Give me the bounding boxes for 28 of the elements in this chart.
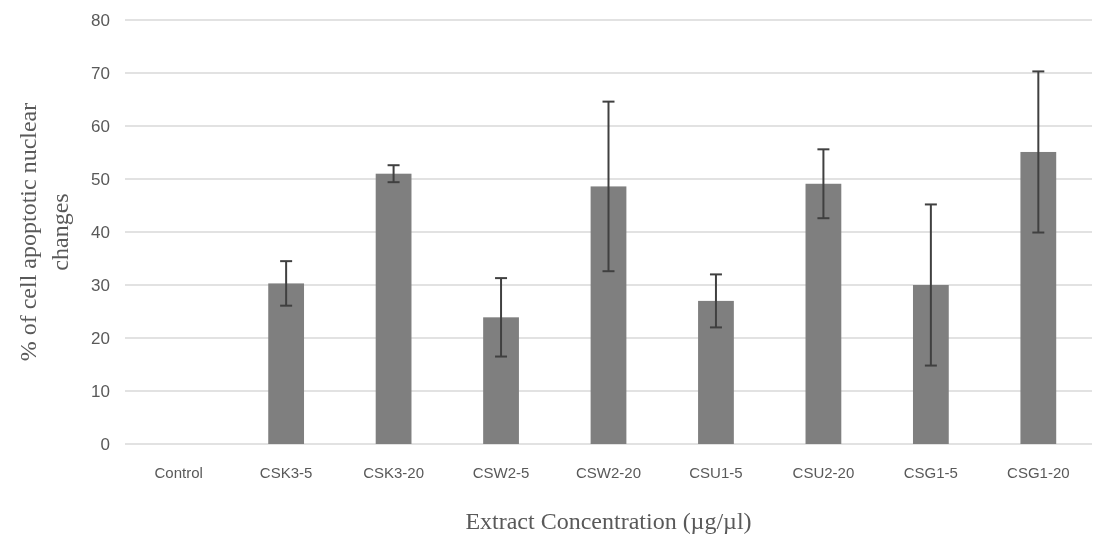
bar — [268, 283, 305, 444]
bar — [805, 183, 842, 444]
x-tick-label: CSK3-20 — [363, 464, 425, 481]
y-tick-label: 40 — [91, 222, 110, 242]
bar — [912, 285, 949, 444]
bar — [375, 173, 412, 444]
x-tick-label: CSG1-5 — [903, 464, 958, 481]
bar — [483, 317, 519, 444]
x-tick-label: CSK3-5 — [259, 464, 313, 481]
y-tick-label: 30 — [91, 275, 110, 295]
x-tick-label: Control — [154, 464, 203, 481]
y-tick-label: 20 — [91, 328, 110, 348]
y-tick-label: 0 — [100, 434, 110, 454]
x-tick-label: CSU2-20 — [792, 464, 855, 481]
x-tick-label: CSW2-5 — [472, 464, 530, 481]
y-tick-label: 80 — [91, 10, 110, 30]
y-axis-title: % of cell apoptotic nuclear changes — [15, 102, 73, 362]
bar — [1020, 151, 1057, 444]
y-tick-label: 10 — [91, 381, 110, 401]
x-axis-title: Extract Concentration (µg/µl) — [465, 508, 752, 534]
y-tick-label: 60 — [91, 116, 110, 136]
y-tick-label: 50 — [91, 169, 110, 189]
y-tick-label: 70 — [91, 63, 110, 83]
x-tick-label: CSG1-20 — [1007, 464, 1070, 481]
bar — [698, 300, 734, 444]
x-tick-label: CSW2-20 — [575, 464, 642, 481]
bar — [590, 186, 627, 444]
x-tick-label: CSU1-5 — [689, 464, 743, 481]
